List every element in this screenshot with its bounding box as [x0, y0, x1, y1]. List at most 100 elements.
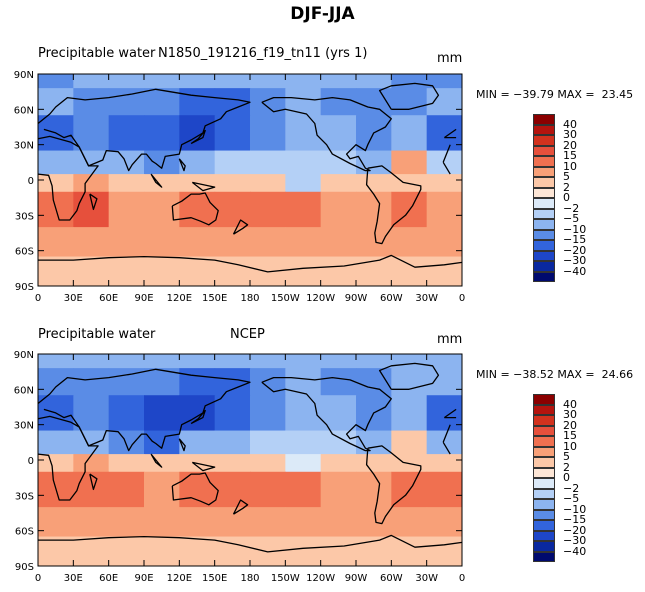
panel-1-units-label: mm [437, 51, 463, 66]
field-cell [285, 368, 322, 396]
x-tick-label: 180 [240, 573, 259, 584]
field-cell [391, 88, 428, 116]
x-tick-label: 90E [134, 573, 153, 584]
y-tick-label: 30N [14, 141, 34, 152]
colorbar-swatch [533, 219, 555, 230]
field-cell [356, 227, 392, 258]
field-cell [426, 115, 463, 152]
field-cell [285, 354, 322, 369]
field-cell [391, 115, 428, 152]
field-cell [38, 368, 74, 396]
x-tick-label: 30E [64, 573, 83, 584]
field-cell [73, 74, 110, 89]
field-cell [320, 368, 357, 396]
colorbar-level-label: 0 [563, 471, 570, 484]
field-cell [250, 88, 286, 116]
colorbar-level-label: 20 [563, 138, 577, 152]
field-cell [320, 74, 357, 89]
coastline [178, 158, 186, 172]
field-cell [73, 256, 110, 287]
field-cell [73, 536, 110, 567]
field-cell [73, 507, 110, 538]
panel-2-colorbar: 40 30 20 15 10 5 2 0 −2 −5 −10 −15 −20 −30 −40 [533, 394, 613, 564]
field-cell [214, 191, 251, 228]
panel-1-colorbar: 40 30 20 15 10 5 2 0 −2 −5 −10 −15 −20 −30 −40 [533, 114, 613, 284]
colorbar-swatch [533, 114, 555, 125]
colorbar-level-label: 40 [563, 397, 577, 411]
coastline [261, 376, 392, 452]
field-cell [73, 191, 110, 228]
field-cell [144, 536, 180, 567]
field-cell [108, 174, 145, 193]
colorbar-swatch [533, 177, 555, 188]
field-cell [179, 150, 216, 175]
x-tick-label: 0 [459, 293, 465, 304]
x-tick-label: 120E [167, 573, 192, 584]
field-cell [426, 536, 463, 567]
colorbar-level-label: 30 [563, 128, 577, 141]
colorbar-level-label: −20 [563, 523, 587, 537]
colorbar-level-label: 2 [563, 180, 570, 194]
field-cell [179, 507, 216, 538]
field-cell [144, 395, 180, 432]
y-tick-label: 0 [28, 176, 34, 187]
field-cell [356, 471, 392, 508]
colorbar-level-label: −10 [563, 502, 587, 516]
field-cell [214, 150, 251, 175]
field-cell [144, 227, 180, 258]
colorbar-swatch [533, 436, 555, 447]
field-cell [214, 227, 251, 258]
field-cell [73, 471, 110, 508]
colorbar-swatch [533, 488, 555, 499]
colorbar-swatch [533, 240, 555, 251]
field-cell [391, 507, 428, 538]
field-cell [250, 150, 286, 175]
colorbar-level-label: −5 [563, 492, 580, 505]
panel-1-min-max: MIN = −39.79 MAX = 23.45 [476, 88, 634, 101]
x-tick-label: 90W [345, 573, 368, 584]
field-cell [179, 88, 216, 116]
field-cell [38, 430, 74, 455]
field-cell [250, 471, 286, 508]
colorbar-swatch [533, 145, 555, 156]
field-cell [426, 150, 463, 175]
field-cell [214, 74, 251, 89]
field-cell [426, 471, 463, 508]
field-cell [391, 150, 428, 175]
colorbar-swatch [533, 425, 555, 436]
x-tick-label: 120W [306, 573, 335, 584]
field-cell [179, 191, 216, 228]
field-cell [73, 454, 110, 473]
field-cell [250, 354, 286, 369]
field-cell [320, 536, 357, 567]
field-cell [38, 536, 74, 567]
field-cell [73, 227, 110, 258]
colorbar-swatch [533, 156, 555, 167]
field-cell [356, 191, 392, 228]
colorbar-swatch [533, 166, 555, 177]
x-tick-label: 150E [202, 573, 227, 584]
coastline [178, 438, 186, 452]
colorbar-swatch [533, 478, 555, 489]
field-cell [426, 256, 463, 287]
coastlines [37, 362, 463, 553]
field-cell [320, 454, 357, 473]
field-cell [320, 430, 357, 455]
field-cell [73, 150, 110, 175]
field-cell [179, 115, 216, 152]
field-cell [285, 115, 322, 152]
colorbar-swatch [533, 467, 555, 478]
field-cell [108, 354, 145, 369]
field-cell [179, 536, 216, 567]
colorbar-level-label: −30 [563, 534, 587, 547]
colorbar-level-label: 5 [563, 450, 570, 463]
colorbar-swatch [533, 499, 555, 510]
field-cell [250, 74, 286, 89]
field-cell [179, 354, 216, 369]
y-tick-label: 90S [15, 282, 34, 293]
field-cell [108, 256, 145, 287]
field-cell [144, 74, 180, 89]
panel-2-units-label: mm [437, 332, 463, 347]
coastline [89, 473, 98, 491]
x-tick-label: 120W [306, 293, 335, 304]
